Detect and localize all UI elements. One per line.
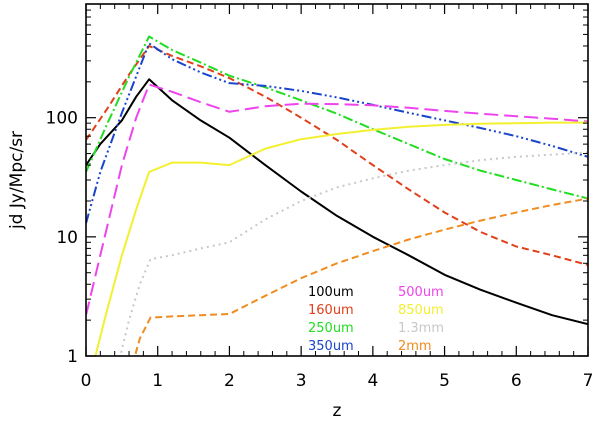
y-tick-label: 10	[56, 228, 78, 248]
y-axis-title: jd Jy/Mpc/sr	[7, 131, 27, 230]
series-line-850um	[94, 121, 588, 356]
series-line-250um	[86, 35, 588, 200]
legend-entry-100um: 100um	[308, 285, 354, 300]
x-tick-label: 0	[81, 371, 92, 391]
legend-entry-160um: 160um	[308, 303, 354, 318]
x-tick-label: 7	[583, 371, 594, 391]
legend-entry-850um: 850um	[398, 303, 444, 318]
series-line-500um	[86, 83, 588, 316]
x-tick-label: 6	[511, 371, 522, 391]
x-tick-label: 2	[224, 371, 235, 391]
series-line-2mm	[133, 197, 588, 356]
y-tick-label: 1	[67, 347, 78, 367]
legend: 100um 160um 250um 350um 500um 850um 1.3mm 2mm	[308, 285, 444, 354]
x-tick-label: 1	[152, 371, 163, 391]
series-layer	[86, 35, 588, 356]
x-tick-label: 3	[296, 371, 307, 391]
x-tick-label: 4	[367, 371, 378, 391]
legend-entry-500um: 500um	[398, 285, 444, 300]
legend-entry-250um: 250um	[308, 321, 354, 336]
legend-entry-1-3mm: 1.3mm	[398, 321, 444, 336]
series-line-160um	[86, 45, 588, 266]
series-line-100um	[86, 78, 588, 326]
x-axis-title: z	[333, 401, 342, 421]
y-tick-label: 100	[46, 109, 78, 129]
legend-entry-2mm: 2mm	[398, 339, 432, 354]
x-tick-label: 5	[439, 371, 450, 391]
legend-entry-350um: 350um	[308, 339, 354, 354]
